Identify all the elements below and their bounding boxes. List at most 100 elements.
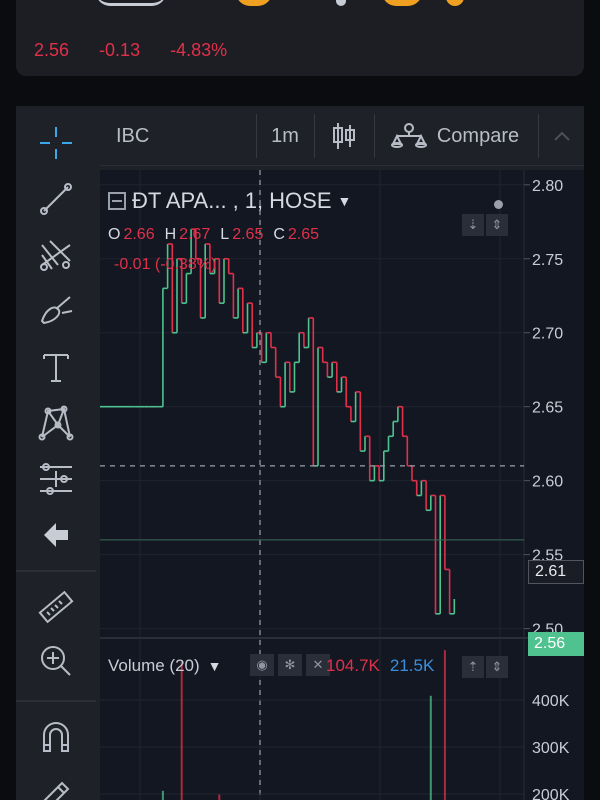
quote-stats: 2.56 -0.13 -4.83% (34, 40, 227, 61)
volume-legend[interactable]: Volume (20) ▼ (108, 656, 222, 676)
toolbar-separator (374, 114, 375, 158)
chart-type-button[interactable] (315, 106, 373, 166)
volume-bar (161, 790, 164, 800)
series-title: ĐT APA... (132, 188, 227, 213)
ruler-tool[interactable] (28, 582, 84, 632)
trend-line-tool[interactable] (28, 174, 84, 224)
volume-bar (218, 794, 221, 800)
low-value: L 2.65 (220, 226, 263, 244)
bar-change: -0.01 (-0.38%) (114, 256, 217, 273)
volume-value-red: 104.7K (326, 656, 380, 675)
measure-lines-tool[interactable] (28, 454, 84, 504)
ruler-icon (38, 590, 74, 624)
close-label: C (273, 226, 285, 243)
volume-tick-label: 300K (532, 740, 570, 757)
crosshair-tool[interactable] (28, 118, 84, 168)
move-up-button[interactable]: ⇣ (462, 214, 484, 236)
quote-heading-fragment (382, 0, 422, 6)
volume-label: Volume (20) (108, 656, 200, 675)
open-number: 2.66 (123, 226, 155, 243)
collapse-legend-icon[interactable] (108, 192, 126, 210)
volume-values: 104.7K 21.5K (326, 656, 434, 676)
drawing-toolbar (16, 106, 96, 800)
volume-bar (180, 661, 183, 800)
arrow-icon: ⇣ (467, 217, 479, 232)
text-icon (43, 354, 69, 382)
settings-button[interactable]: ✻ (278, 654, 302, 676)
zoom-in-tool[interactable] (28, 636, 84, 686)
toolbar-separator (314, 114, 315, 158)
visibility-button[interactable]: ◉ (250, 654, 274, 676)
magnet-tool[interactable] (28, 712, 84, 762)
volume-scale-button[interactable]: ⇕ (486, 656, 508, 678)
trend-line-icon (40, 183, 72, 215)
quote-heading-fragment (336, 0, 346, 6)
toolbar-separator (538, 114, 539, 158)
open-label: O (108, 226, 121, 243)
chevron-up-icon (554, 131, 570, 141)
price-tick-label: 2.65 (532, 400, 563, 417)
close-number: 2.65 (287, 226, 320, 243)
pattern-tool[interactable] (28, 398, 84, 448)
arrows-icon: ⇕ (491, 217, 503, 232)
brush-icon (40, 296, 73, 325)
quote-card: 2.56 -0.13 -4.83% (16, 0, 584, 76)
brush-tool[interactable] (28, 286, 84, 336)
high-number: 2.67 (179, 226, 211, 243)
text-tool[interactable] (28, 342, 84, 392)
ohlc-values: O 2.66 H 2.67 L 2.65 C 2.65 (108, 226, 319, 244)
quote-price: 2.56 (34, 40, 70, 60)
volume-dropdown-icon[interactable]: ▼ (207, 658, 222, 674)
last-price-label: 2.56 (528, 632, 584, 656)
pattern-icon (38, 405, 74, 441)
toolbar-divider (16, 570, 96, 572)
price-tick-label: 2.70 (532, 326, 563, 343)
hide-toolbar-button[interactable] (28, 510, 84, 560)
close-value: C 2.65 (273, 226, 319, 244)
magnet-icon (43, 722, 69, 752)
low-number: 2.65 (232, 226, 264, 243)
scale-button[interactable]: ⇕ (486, 214, 508, 236)
open-value: O 2.66 (108, 226, 155, 244)
market-status-icon (494, 200, 503, 209)
chart-pane[interactable]: 2.80 2.75 2.70 2.65 2.60 2.55 2.50 400K 300K 200K… (100, 170, 584, 800)
pencil-lock-icon (43, 781, 70, 800)
pitchfork-icon (40, 240, 71, 271)
quote-heading-fragment (446, 0, 464, 6)
gear-icon: ✻ (284, 657, 296, 672)
volume-move-up-button[interactable]: ⇡ (462, 656, 484, 678)
toolbar-divider (16, 700, 96, 702)
toolbar-separator (256, 114, 257, 158)
compare-label: Compare (436, 124, 520, 147)
high-label: H (164, 226, 177, 243)
zoom-in-icon (41, 646, 71, 676)
eye-icon: ◉ (256, 657, 268, 672)
chart-toolbar: IBC 1m Compare (100, 106, 584, 166)
compare-button[interactable]: Compare (375, 106, 535, 166)
volume-bar (443, 650, 446, 800)
lock-drawings-tool[interactable] (28, 766, 84, 800)
quote-heading-clipped (96, 0, 516, 12)
interval-button[interactable]: 1m (257, 106, 313, 166)
series-legend[interactable]: ĐT APA... , 1, HOSE ▼ (108, 188, 351, 214)
symbol-search-button[interactable]: IBC (100, 106, 250, 166)
quote-heading-fragment (96, 0, 166, 6)
price-tick-label: 2.80 (532, 178, 563, 195)
volume-tick-label: 400K (532, 693, 570, 710)
high-value: H 2.67 (165, 226, 211, 244)
price-tick-label: 2.75 (532, 252, 563, 269)
measure-lines-icon (40, 463, 72, 495)
volume-value-blue: 21.5K (389, 656, 435, 675)
back-arrow-icon (44, 523, 68, 547)
close-icon: ✕ (312, 657, 324, 672)
quote-change-percent: -4.83% (170, 40, 228, 60)
legend-dropdown-icon[interactable]: ▼ (337, 193, 352, 209)
collapse-toolbar-button[interactable] (540, 106, 584, 166)
remove-indicator-button[interactable]: ✕ (306, 654, 330, 676)
series-exchange: HOSE (269, 188, 332, 213)
compare-icon (390, 123, 427, 148)
pitchfork-tool[interactable] (28, 230, 84, 280)
quote-change: -0.13 (99, 40, 141, 60)
quote-heading-fragment (236, 0, 272, 6)
